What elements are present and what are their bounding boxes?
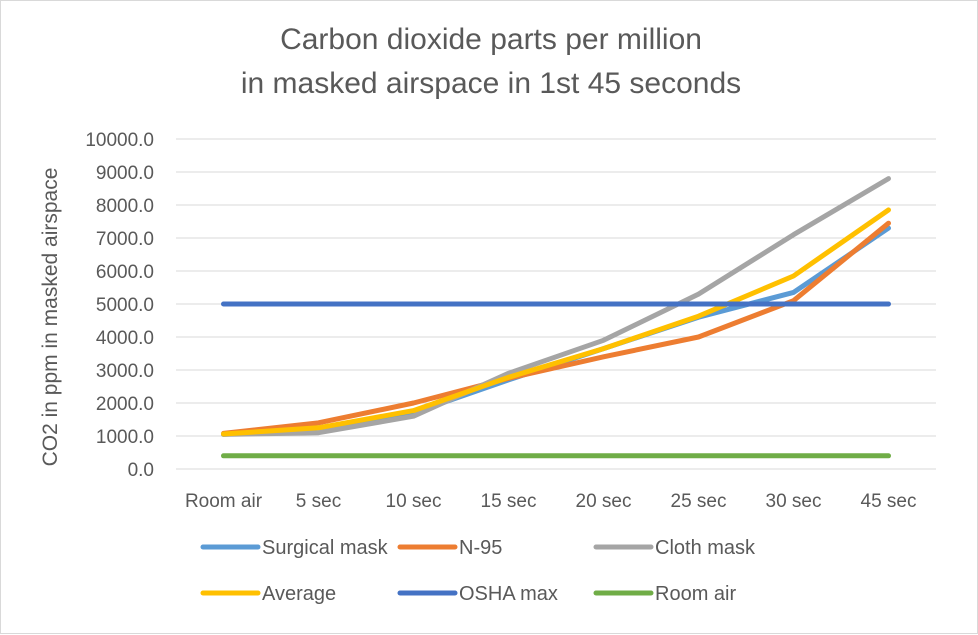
legend-item-surgical-mask: Surgical mask [200,537,389,559]
x-tick-label: 20 sec [576,491,632,512]
legend: Surgical mask N-95 Cloth mask Average OSHA m… [200,537,756,605]
x-tick-label: 30 sec [766,491,822,512]
legend-label: OSHA max [459,583,558,605]
x-tick-label: 5 sec [296,491,341,512]
y-tick-label: 6000.0 [96,262,154,283]
chart-title-line-1: Carbon dioxide parts per million [280,23,702,56]
x-tick-label: 45 sec [861,491,917,512]
y-tick-label: 9000.0 [96,163,154,184]
y-axis-tick-labels: 0.0 1000.0 2000.0 3000.0 4000.0 5000.0 6000.0 7… [85,130,154,481]
legend-label: Surgical mask [262,537,389,559]
legend-label: Cloth mask [655,537,756,559]
y-tick-label: 2000.0 [96,394,154,415]
y-tick-label: 0.0 [128,460,154,481]
legend-label: N-95 [459,537,502,559]
series-line-cloth-mask [221,176,891,437]
x-tick-label: 15 sec [481,491,537,512]
series-line-n-95 [221,220,891,436]
legend-item-cloth-mask: Cloth mask [593,537,756,559]
x-tick-label: 25 sec [671,491,727,512]
y-axis-title: CO2 in ppm in masked airspace [39,168,62,467]
legend-item-average: Average [200,583,336,605]
series-line-average [221,207,891,437]
x-tick-label: Room air [185,491,263,512]
legend-label: Room air [655,583,736,605]
x-tick-label: 10 sec [386,491,442,512]
legend-item-osha-max: OSHA max [397,583,558,605]
y-tick-label: 4000.0 [96,328,154,349]
series-lines [221,176,891,459]
y-tick-label: 7000.0 [96,229,154,250]
y-tick-label: 10000.0 [85,130,154,151]
y-tick-label: 1000.0 [96,427,154,448]
legend-item-room-air: Room air [593,583,736,605]
legend-label: Average [262,583,336,605]
y-tick-label: 5000.0 [96,295,154,316]
y-tick-label: 3000.0 [96,361,154,382]
chart-title: Carbon dioxide parts per million in mask… [241,23,741,100]
x-axis-tick-labels: Room air 5 sec 10 sec 15 sec 20 sec 25 sec 30 … [185,491,917,512]
legend-item-n-95: N-95 [397,537,502,559]
y-tick-label: 8000.0 [96,196,154,217]
chart-title-line-2: in masked airspace in 1st 45 seconds [241,67,741,100]
